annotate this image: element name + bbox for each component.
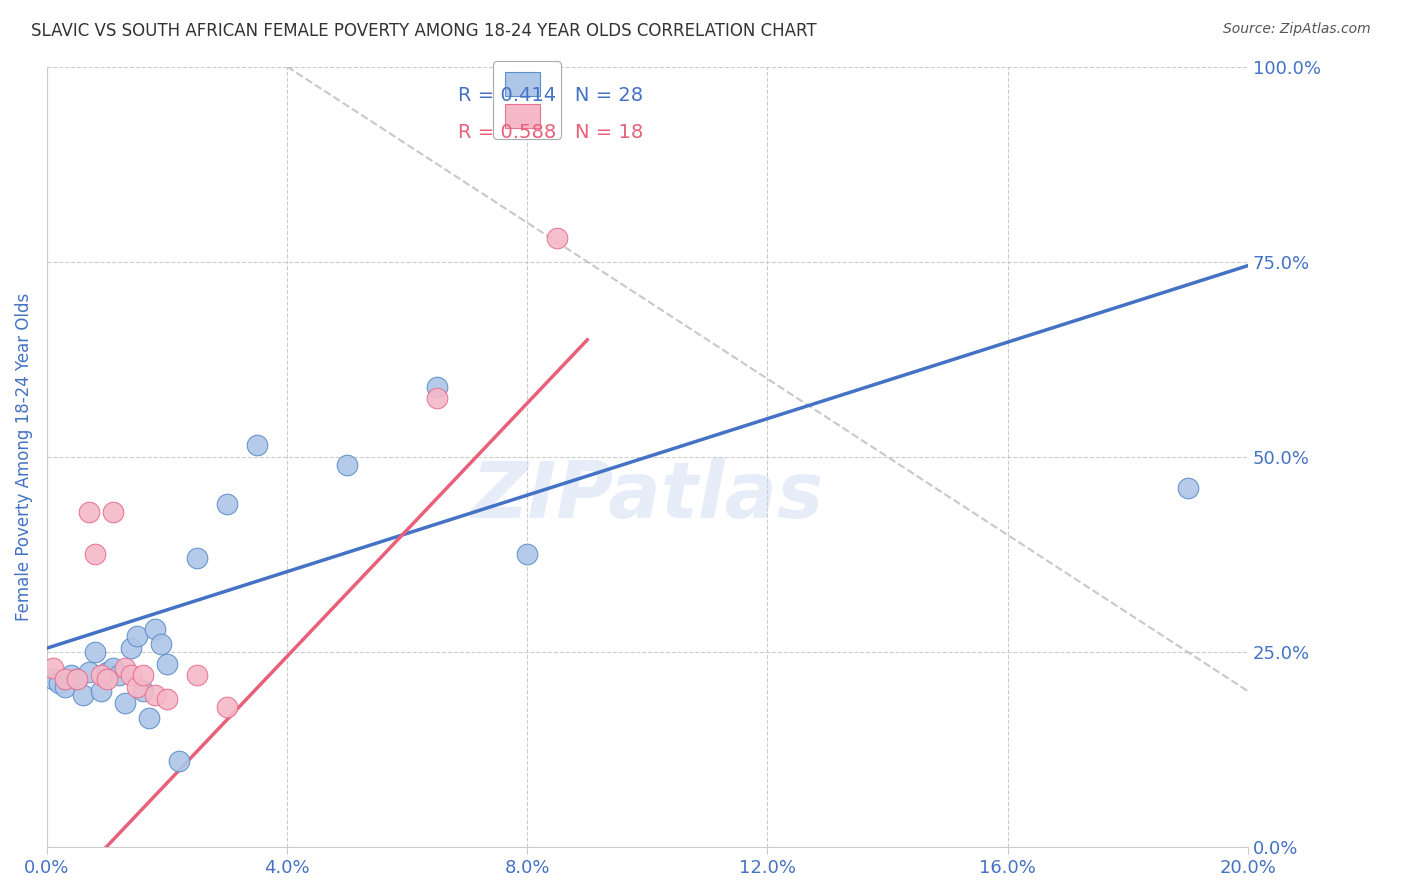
Point: [516, 548, 538, 562]
Point: [143, 688, 166, 702]
Point: [42, 660, 65, 674]
Point: [132, 684, 155, 698]
Point: [53, 673, 76, 687]
Point: [66, 673, 89, 687]
Text: R = 0.414   N = 28: R = 0.414 N = 28: [457, 87, 643, 105]
Point: [138, 711, 160, 725]
Point: [215, 699, 238, 714]
Point: [84, 645, 107, 659]
Point: [77, 504, 100, 518]
Point: [426, 392, 449, 406]
Point: [132, 668, 155, 682]
Point: [156, 691, 179, 706]
Point: [426, 379, 449, 393]
Point: [96, 665, 118, 679]
Point: [125, 629, 148, 643]
Point: [125, 680, 148, 694]
Point: [186, 668, 208, 682]
Text: Source: ZipAtlas.com: Source: ZipAtlas.com: [1223, 22, 1371, 37]
Point: [114, 696, 136, 710]
Point: [120, 641, 142, 656]
Text: ZIPatlas: ZIPatlas: [471, 458, 824, 534]
Point: [186, 551, 208, 566]
Text: SLAVIC VS SOUTH AFRICAN FEMALE POVERTY AMONG 18-24 YEAR OLDS CORRELATION CHART: SLAVIC VS SOUTH AFRICAN FEMALE POVERTY A…: [31, 22, 817, 40]
Point: [84, 548, 107, 562]
Point: [53, 680, 76, 694]
Point: [48, 676, 70, 690]
Point: [546, 231, 568, 245]
Point: [246, 438, 269, 452]
Point: [114, 660, 136, 674]
Point: [167, 755, 190, 769]
Point: [143, 622, 166, 636]
Point: [101, 660, 124, 674]
Text: R = 0.588   N = 18: R = 0.588 N = 18: [457, 123, 643, 142]
Point: [336, 458, 359, 472]
Point: [120, 668, 142, 682]
Point: [215, 497, 238, 511]
Point: [66, 673, 89, 687]
Point: [156, 657, 179, 671]
Point: [77, 665, 100, 679]
Point: [1177, 481, 1199, 495]
Point: [101, 504, 124, 518]
Point: [90, 684, 112, 698]
Y-axis label: Female Poverty Among 18-24 Year Olds: Female Poverty Among 18-24 Year Olds: [15, 293, 32, 621]
Point: [72, 688, 94, 702]
Point: [42, 673, 65, 687]
Point: [90, 668, 112, 682]
Point: [149, 637, 172, 651]
Point: [96, 673, 118, 687]
Point: [108, 668, 131, 682]
Point: [59, 668, 82, 682]
Legend: , : ,: [494, 61, 561, 139]
